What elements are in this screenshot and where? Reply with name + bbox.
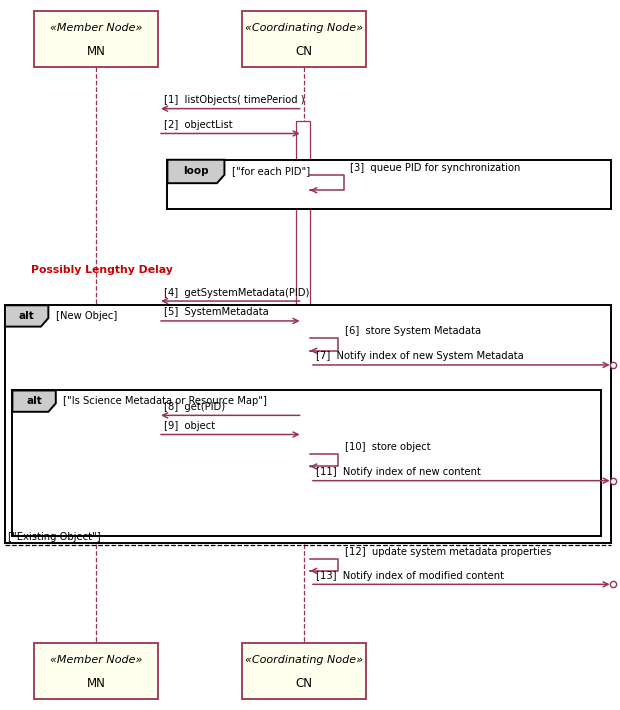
Text: CN: CN — [295, 677, 312, 690]
Text: «Coordinating Node»: «Coordinating Node» — [245, 655, 363, 665]
Text: [2]  objectList: [2] objectList — [164, 120, 233, 130]
Text: [7]  Notify index of new System Metadata: [7] Notify index of new System Metadata — [316, 351, 524, 361]
Text: [11]  Notify index of new content: [11] Notify index of new content — [316, 467, 481, 477]
Bar — [89, 307, 97, 323]
Bar — [296, 121, 310, 307]
Text: CN: CN — [295, 45, 312, 58]
Bar — [167, 160, 611, 209]
Text: loop: loop — [183, 166, 209, 177]
Text: ["Existing Object"]: ["Existing Object"] — [8, 532, 100, 542]
Bar — [242, 643, 366, 699]
Text: [New Objec]: [New Objec] — [56, 311, 117, 321]
Text: alt: alt — [26, 396, 42, 406]
Text: MN: MN — [87, 45, 105, 58]
Polygon shape — [12, 391, 56, 412]
Text: [12]  update system metadata properties: [12] update system metadata properties — [345, 547, 552, 557]
Text: [8]  get(PID): [8] get(PID) — [164, 402, 226, 412]
Text: [9]  object: [9] object — [164, 421, 215, 431]
Bar — [34, 11, 158, 67]
Text: [5]  SystemMetadata: [5] SystemMetadata — [164, 307, 269, 317]
Text: ["for each PID"]: ["for each PID"] — [232, 166, 310, 177]
Text: ["Is Science Metadata or Resource Map"]: ["Is Science Metadata or Resource Map"] — [63, 396, 267, 406]
Text: [1]  listObjects( timePeriod ): [1] listObjects( timePeriod ) — [164, 95, 305, 105]
Text: alt: alt — [19, 311, 35, 321]
Bar — [296, 307, 310, 540]
Polygon shape — [167, 160, 224, 183]
Text: [6]  store System Metadata: [6] store System Metadata — [345, 326, 482, 336]
Text: [3]  queue PID for synchronization: [3] queue PID for synchronization — [350, 163, 521, 173]
Text: Possibly Lengthy Delay: Possibly Lengthy Delay — [31, 265, 173, 275]
Bar — [34, 643, 158, 699]
Text: «Member Node»: «Member Node» — [50, 23, 142, 33]
Text: MN: MN — [87, 677, 105, 690]
Text: [13]  Notify index of modified content: [13] Notify index of modified content — [316, 571, 504, 581]
Text: «Coordinating Node»: «Coordinating Node» — [245, 23, 363, 33]
Text: [10]  store object: [10] store object — [345, 442, 431, 452]
Polygon shape — [5, 305, 48, 327]
Bar — [12, 391, 601, 536]
Bar — [5, 305, 611, 543]
Bar — [242, 11, 366, 67]
Text: [4]  getSystemMetadata(PID): [4] getSystemMetadata(PID) — [164, 288, 309, 298]
Text: «Member Node»: «Member Node» — [50, 655, 142, 665]
